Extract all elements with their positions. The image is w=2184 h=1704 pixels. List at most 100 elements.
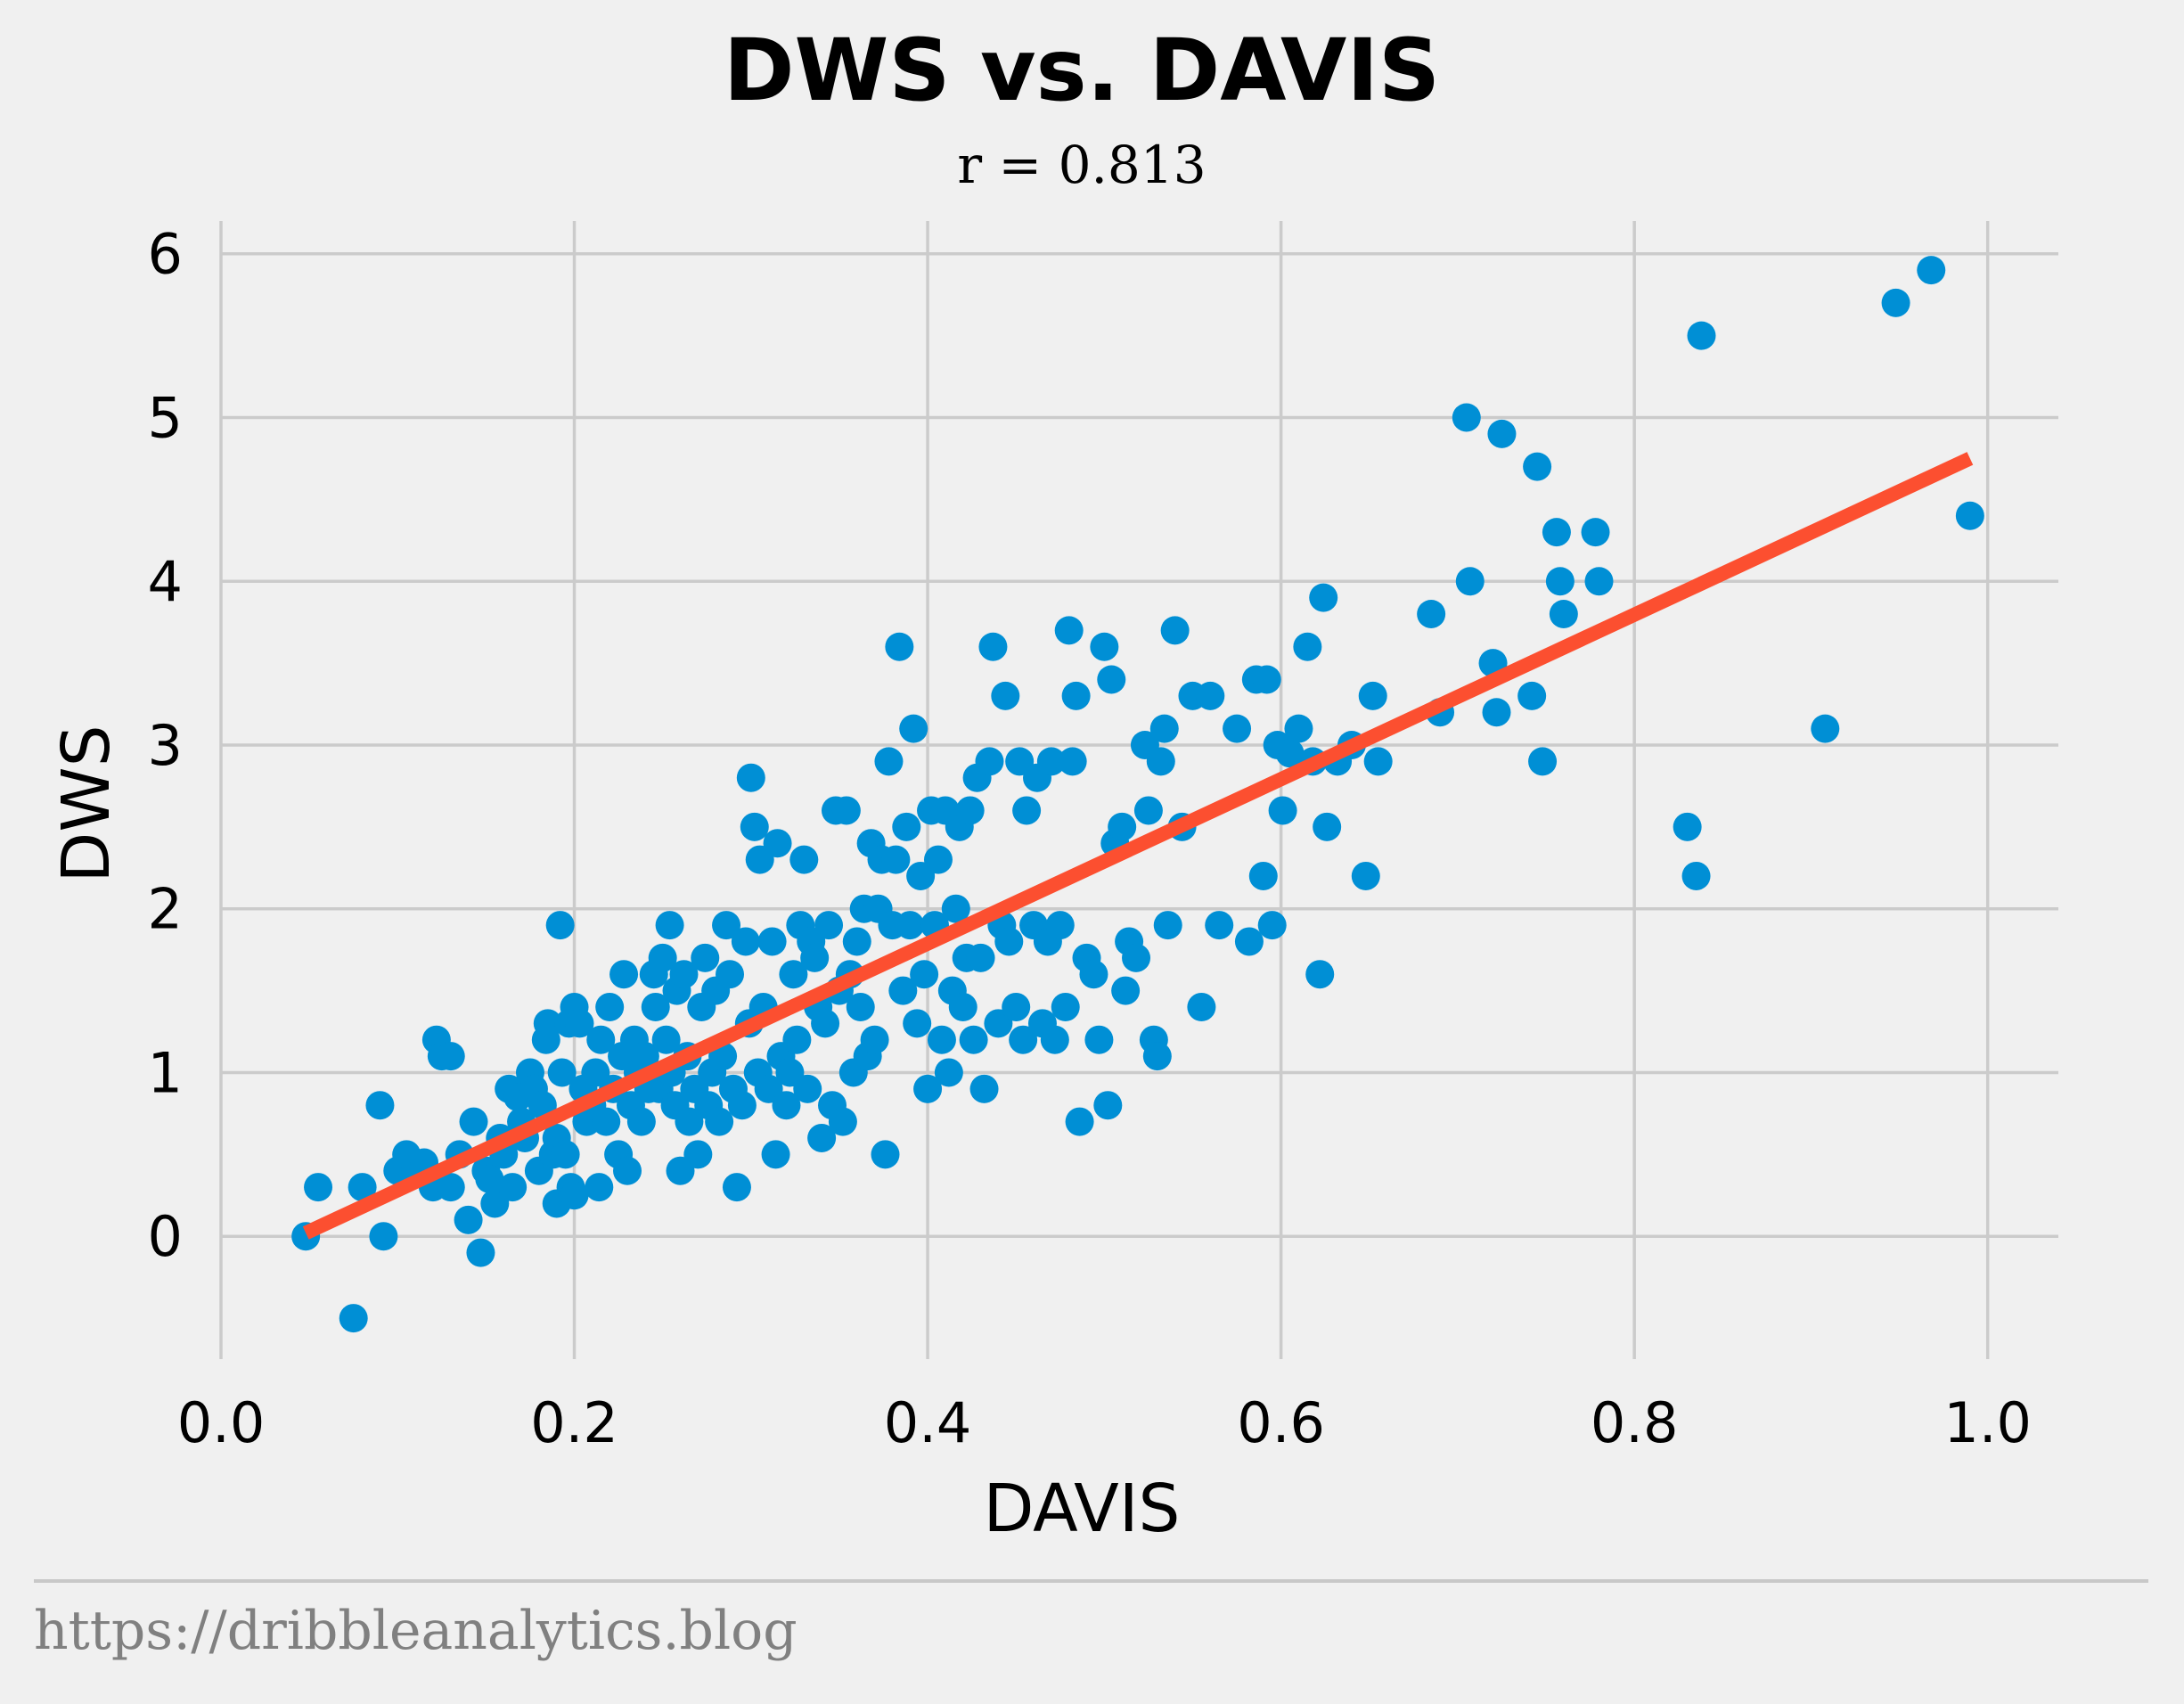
scatter-point xyxy=(1917,256,1946,285)
scatter-point xyxy=(1687,321,1716,350)
scatter-point xyxy=(648,943,677,972)
scatter-point xyxy=(712,911,741,940)
scatter-point xyxy=(1045,911,1075,940)
scatter-point xyxy=(1040,1025,1069,1054)
x-tick-label: 0.0 xyxy=(177,1390,266,1455)
scatter-point xyxy=(1363,747,1393,776)
chart-subtitle: r = 0.813 xyxy=(957,135,1206,195)
scatter-point xyxy=(1305,960,1335,989)
scatter-point xyxy=(1149,714,1179,743)
scatter-point xyxy=(592,1107,621,1136)
scatter-point xyxy=(934,1058,963,1087)
y-tick-label: 5 xyxy=(148,385,183,450)
scatter-point xyxy=(991,681,1020,710)
scatter-point xyxy=(1358,681,1387,710)
scatter-point xyxy=(1881,288,1910,317)
scatter-point xyxy=(1061,681,1091,710)
scatter-point xyxy=(1065,1107,1094,1136)
scatter-point xyxy=(757,927,787,956)
scatter-point xyxy=(779,960,808,989)
scatter-point xyxy=(675,1107,704,1136)
scatter-point xyxy=(1248,861,1278,890)
scatter-point xyxy=(1054,616,1084,645)
scatter-point xyxy=(436,1042,465,1071)
scatter-point xyxy=(454,1205,483,1234)
scatter-point xyxy=(1673,812,1702,841)
scatter-point xyxy=(828,1107,857,1136)
scatter-point xyxy=(1160,616,1190,645)
scatter-point xyxy=(782,1025,812,1054)
scatter-point xyxy=(1084,1025,1114,1054)
grid-lines xyxy=(219,221,2058,1359)
scatter-point xyxy=(892,812,921,841)
scatter-point xyxy=(874,747,904,776)
scatter-point xyxy=(1058,747,1087,776)
scatter-point xyxy=(683,1140,713,1169)
scatter-point xyxy=(1482,698,1511,727)
scatter-point xyxy=(1097,665,1126,694)
scatter-point xyxy=(586,1025,616,1054)
scatter-point xyxy=(888,976,918,1005)
scatter-point xyxy=(800,943,830,972)
scatter-point xyxy=(547,1058,577,1087)
scatter-point xyxy=(1517,681,1547,710)
chart-title: DWS vs. DAVIS xyxy=(724,20,1440,120)
scatter-point xyxy=(1584,567,1614,596)
scatter-point xyxy=(761,1140,790,1169)
scatter-point xyxy=(626,1107,656,1136)
scatter-point xyxy=(831,796,861,825)
x-tick-label: 0.2 xyxy=(530,1390,618,1455)
scatter-point xyxy=(811,1009,840,1038)
scatter-point xyxy=(348,1173,377,1202)
scatter-point xyxy=(691,943,720,972)
scatter-point xyxy=(740,812,769,841)
scatter-point xyxy=(941,894,970,923)
x-tick-label: 0.6 xyxy=(1237,1390,1325,1455)
scatter-point xyxy=(1811,714,1840,743)
y-tick-label: 1 xyxy=(148,1040,183,1105)
scatter-point xyxy=(1284,714,1313,743)
scatter-point xyxy=(669,960,699,989)
scatter-point xyxy=(903,1009,932,1038)
scatter-point xyxy=(498,1173,528,1202)
scatter-point xyxy=(339,1304,368,1333)
scatter-point xyxy=(966,943,995,972)
regression-line-group xyxy=(302,452,1974,1240)
scatter-point xyxy=(885,632,914,661)
scatter-point xyxy=(948,992,977,1021)
x-tick-label: 1.0 xyxy=(1943,1390,2032,1455)
scatter-point xyxy=(304,1173,333,1202)
scatter-point xyxy=(1187,992,1216,1021)
scatter-point xyxy=(731,927,760,956)
scatter-point xyxy=(369,1222,398,1251)
scatter-point xyxy=(1268,796,1297,825)
scatter-point xyxy=(1093,1091,1123,1120)
scatter-point xyxy=(1542,518,1571,547)
scatter-point xyxy=(716,960,745,989)
y-tick-label: 3 xyxy=(148,713,183,778)
scatter-point xyxy=(1545,567,1575,596)
scatter-point xyxy=(1581,518,1610,547)
scatter-point xyxy=(860,1025,889,1054)
scatter-point xyxy=(814,911,844,940)
scatter-point xyxy=(551,1140,580,1169)
scatter-point xyxy=(1528,747,1558,776)
scatter-point xyxy=(772,1091,801,1120)
scatter-point xyxy=(763,829,792,858)
scatter-point xyxy=(975,747,1004,776)
scatter-point xyxy=(896,911,925,940)
scatter-point xyxy=(978,632,1008,661)
scatter-point xyxy=(927,1025,956,1054)
scatter-point xyxy=(913,1074,943,1103)
regression-line xyxy=(302,452,1974,1240)
scatter-point xyxy=(1452,403,1481,432)
scatter-point xyxy=(1252,665,1281,694)
scatter-point xyxy=(1036,747,1066,776)
scatter-point xyxy=(475,1164,504,1193)
scatter-point xyxy=(1002,992,1031,1021)
scatter-point xyxy=(1487,419,1517,448)
scatter-point xyxy=(1122,943,1151,972)
scatter-point xyxy=(436,1173,465,1202)
scatter-point xyxy=(846,992,875,1021)
scatter-point xyxy=(641,992,670,1021)
